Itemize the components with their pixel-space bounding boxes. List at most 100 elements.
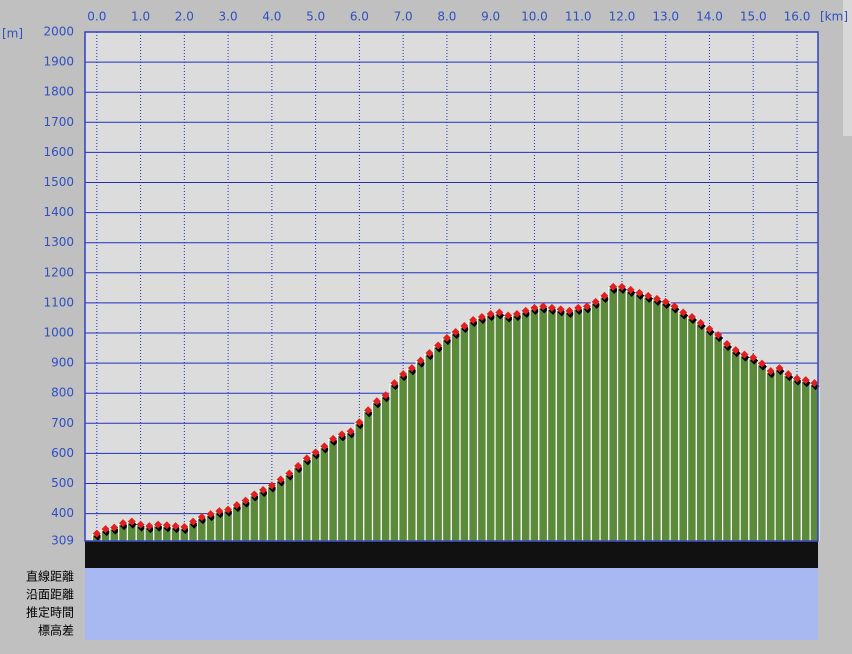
marker — [145, 522, 154, 531]
marker — [749, 353, 758, 362]
bar — [450, 332, 461, 542]
bar — [695, 323, 706, 542]
bar — [704, 329, 715, 542]
y-tick-label: 1400 — [43, 205, 74, 219]
bar — [748, 357, 759, 542]
marker — [110, 523, 119, 532]
bar — [792, 379, 802, 542]
marker — [442, 334, 451, 343]
bar — [783, 374, 794, 542]
marker — [661, 297, 670, 306]
marker — [600, 291, 609, 300]
x-tick-label: 9.0 — [481, 10, 500, 24]
marker — [565, 306, 574, 315]
marker — [355, 418, 364, 427]
bar — [669, 306, 680, 542]
y-tick-label: 1200 — [43, 265, 74, 279]
marker — [276, 475, 285, 484]
marker — [521, 306, 530, 315]
marker — [416, 356, 425, 365]
bar — [441, 338, 452, 542]
bar — [380, 395, 391, 542]
marker — [469, 315, 478, 324]
bar — [258, 490, 269, 542]
x-tick-label: 13.0 — [652, 10, 679, 24]
marker — [215, 507, 224, 516]
marker — [241, 496, 250, 505]
marker — [722, 340, 731, 349]
marker — [670, 302, 679, 311]
marker — [626, 285, 635, 294]
x-tick-label: 14.0 — [696, 10, 723, 24]
marker — [714, 331, 723, 340]
marker — [92, 529, 101, 538]
marker — [294, 461, 303, 470]
x-tick-label: 5.0 — [306, 10, 325, 24]
bar — [494, 312, 505, 542]
marker — [486, 309, 495, 318]
y-tick-label: 1100 — [43, 295, 74, 309]
bar — [643, 296, 654, 542]
marker — [547, 303, 556, 312]
bar — [328, 439, 339, 542]
bar — [266, 485, 277, 542]
x-unit: [km] — [820, 10, 848, 24]
marker — [119, 519, 128, 528]
y-tick-label: 600 — [51, 446, 74, 460]
bars — [91, 282, 820, 542]
bar — [511, 314, 522, 542]
marker — [477, 312, 486, 321]
bar — [555, 309, 566, 542]
marker — [591, 297, 600, 306]
marker — [390, 379, 399, 388]
x-tick-label: 2.0 — [175, 10, 194, 24]
marker — [801, 376, 810, 385]
marker — [407, 364, 416, 373]
bar — [774, 368, 785, 542]
bar — [546, 308, 557, 542]
marker — [267, 481, 276, 490]
marker — [346, 427, 355, 436]
bar — [757, 364, 767, 542]
y-unit: [m] — [2, 27, 23, 41]
bar — [686, 317, 697, 542]
marker — [329, 434, 338, 443]
marker — [250, 490, 259, 499]
marker — [644, 291, 653, 300]
x-tick-label: 8.0 — [437, 10, 456, 24]
bar — [800, 380, 811, 542]
bar — [354, 422, 365, 542]
marker — [679, 308, 688, 317]
marker — [434, 341, 443, 350]
bar — [678, 312, 689, 542]
bar — [406, 368, 417, 542]
marker — [530, 303, 539, 312]
marker — [337, 430, 346, 439]
marker — [766, 367, 775, 376]
marker — [582, 302, 591, 311]
marker — [259, 486, 268, 495]
y-tick-label: 309 — [51, 534, 74, 548]
x-tick-label: 10.0 — [521, 10, 548, 24]
bar — [581, 306, 592, 542]
marker — [757, 359, 766, 368]
marker — [171, 522, 180, 531]
bar — [573, 308, 584, 542]
marker — [740, 350, 749, 359]
marker — [810, 379, 819, 388]
x-tick-label: 0.0 — [87, 10, 106, 24]
bar — [538, 306, 549, 542]
y-tick-label: 2000 — [43, 25, 74, 39]
bar — [564, 311, 575, 542]
marker — [180, 523, 189, 532]
marker — [197, 513, 206, 522]
marker — [136, 520, 145, 529]
bar — [503, 315, 514, 542]
x-tick-label: 6.0 — [350, 10, 369, 24]
y-tick-label: 500 — [51, 476, 74, 490]
plot-border — [84, 31, 819, 542]
bar — [459, 326, 470, 542]
bar — [310, 452, 321, 542]
bar — [433, 345, 444, 542]
